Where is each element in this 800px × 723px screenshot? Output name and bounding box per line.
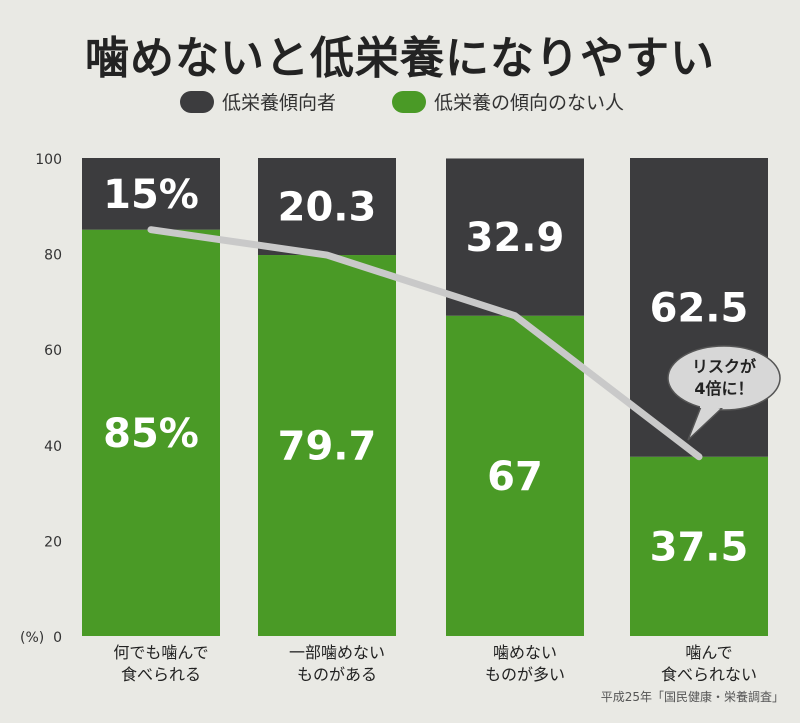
- category-label: 食べられる: [121, 665, 201, 684]
- data-label-green: 67: [487, 454, 543, 500]
- data-label-green: 79.7: [278, 424, 377, 470]
- category-label: 食べられない: [661, 665, 757, 684]
- bar-segment-dark: [446, 158, 584, 316]
- chart-title: 噛めないと低栄養になりやすい: [85, 33, 715, 84]
- category-label: 何でも噛んで: [113, 643, 208, 662]
- y-tick-label: 0: [53, 630, 62, 646]
- legend-label-undernourished: 低栄養傾向者: [222, 92, 337, 114]
- data-label-dark: 15%: [103, 172, 199, 218]
- bar-segment-green: [446, 315, 584, 636]
- y-tick-label: 40: [44, 439, 62, 455]
- annotation-bubble: [667, 345, 781, 411]
- annotation-text: リスクが: [692, 357, 756, 376]
- legend-item-not-undernourished: 低栄養の傾向のない人: [392, 88, 624, 115]
- source-note: 平成25年「国民健康・栄養調査」: [600, 690, 784, 704]
- y-tick-label: 80: [44, 248, 62, 264]
- data-label-dark: 20.3: [278, 185, 377, 231]
- category-label: ものが多い: [485, 665, 565, 684]
- category-label: ものがある: [297, 665, 377, 684]
- annotation-text: 4倍に！: [694, 379, 753, 398]
- data-label-dark: 62.5: [650, 285, 749, 331]
- category-label: 噛めない: [493, 643, 557, 662]
- y-tick-label: 60: [44, 343, 62, 359]
- trend-line: [147, 226, 703, 461]
- bar-segment-green: [630, 456, 768, 636]
- y-tick-label: 20: [44, 534, 62, 550]
- bar-segment-green: [258, 255, 396, 636]
- data-label-green: 37.5: [650, 524, 749, 570]
- bar-segment-dark: [82, 158, 220, 230]
- y-unit-label: (%): [20, 630, 44, 646]
- data-label-green: 85%: [103, 411, 199, 457]
- legend-swatch-green: [392, 90, 426, 113]
- legend-label-not-undernourished: 低栄養の傾向のない人: [434, 92, 625, 114]
- bar-segment-dark: [258, 158, 396, 256]
- data-label-dark: 32.9: [466, 215, 565, 261]
- y-tick-label: 100: [35, 152, 62, 168]
- legend-item-undernourished: 低栄養傾向者: [180, 88, 336, 115]
- category-label: 一部噛めない: [289, 643, 385, 662]
- bar-segment-green: [82, 229, 220, 636]
- category-label: 噛んで: [685, 643, 732, 662]
- annotation-bubble-joint: [700, 398, 730, 408]
- legend-swatch-dark: [180, 90, 214, 113]
